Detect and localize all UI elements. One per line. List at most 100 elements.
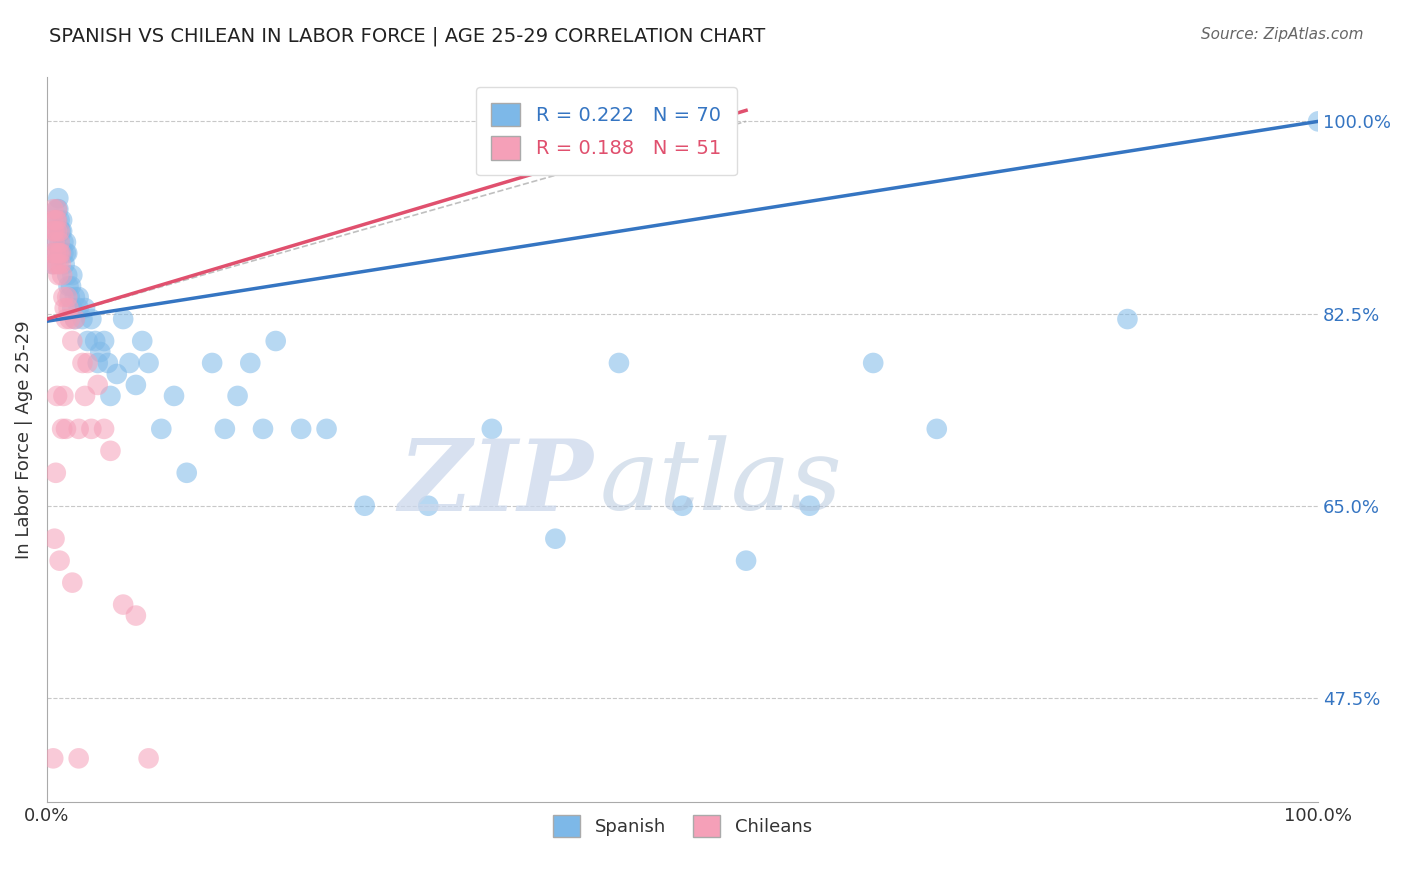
Point — [93, 334, 115, 348]
Point — [239, 356, 262, 370]
Point — [67, 422, 90, 436]
Point — [45, 235, 67, 249]
Point — [52, 246, 75, 260]
Point — [67, 290, 90, 304]
Point — [45, 257, 67, 271]
Point — [48, 246, 70, 260]
Point — [46, 246, 69, 260]
Point — [264, 334, 287, 348]
Point — [252, 422, 274, 436]
Point — [76, 356, 98, 370]
Point — [49, 224, 72, 238]
Point — [63, 290, 86, 304]
Point — [125, 608, 148, 623]
Point — [799, 499, 821, 513]
Point — [42, 257, 65, 271]
Point — [315, 422, 337, 436]
Point — [925, 422, 948, 436]
Text: SPANISH VS CHILEAN IN LABOR FORCE | AGE 25-29 CORRELATION CHART: SPANISH VS CHILEAN IN LABOR FORCE | AGE … — [49, 27, 765, 46]
Point — [46, 268, 69, 282]
Point — [55, 312, 77, 326]
Text: ZIP: ZIP — [398, 435, 593, 532]
Point — [118, 356, 141, 370]
Point — [80, 312, 103, 326]
Point — [176, 466, 198, 480]
Point — [48, 554, 70, 568]
Point — [41, 246, 63, 260]
Point — [63, 312, 86, 326]
Text: atlas: atlas — [600, 435, 842, 531]
Point — [53, 301, 76, 315]
Point — [735, 554, 758, 568]
Point — [93, 422, 115, 436]
Point — [481, 422, 503, 436]
Point — [49, 257, 72, 271]
Point — [45, 246, 67, 260]
Point — [48, 235, 70, 249]
Point — [55, 246, 77, 260]
Point — [105, 367, 128, 381]
Point — [72, 312, 94, 326]
Point — [44, 224, 66, 238]
Point — [49, 246, 72, 260]
Point — [52, 389, 75, 403]
Point — [84, 334, 107, 348]
Point — [100, 389, 122, 403]
Point — [48, 213, 70, 227]
Point — [607, 356, 630, 370]
Point — [73, 301, 96, 315]
Point — [45, 224, 67, 238]
Point — [44, 532, 66, 546]
Point — [46, 202, 69, 217]
Point — [150, 422, 173, 436]
Point — [353, 499, 375, 513]
Point — [131, 334, 153, 348]
Point — [290, 422, 312, 436]
Point — [87, 356, 110, 370]
Point — [60, 301, 83, 315]
Point — [46, 213, 69, 227]
Point — [55, 235, 77, 249]
Point — [42, 202, 65, 217]
Legend: Spanish, Chileans: Spanish, Chileans — [546, 807, 818, 844]
Point — [58, 301, 80, 315]
Point — [45, 466, 67, 480]
Point — [97, 356, 120, 370]
Point — [89, 345, 111, 359]
Point — [112, 598, 135, 612]
Point — [138, 356, 160, 370]
Point — [73, 389, 96, 403]
Point — [48, 224, 70, 238]
Point — [51, 224, 73, 238]
Point — [63, 312, 86, 326]
Point — [52, 235, 75, 249]
Point — [862, 356, 884, 370]
Point — [125, 378, 148, 392]
Point — [51, 213, 73, 227]
Point — [60, 575, 83, 590]
Point — [138, 751, 160, 765]
Point — [67, 751, 90, 765]
Point — [56, 246, 79, 260]
Point — [72, 356, 94, 370]
Point — [60, 334, 83, 348]
Point — [46, 202, 69, 217]
Point — [46, 191, 69, 205]
Point — [201, 356, 224, 370]
Point — [60, 279, 83, 293]
Point — [42, 751, 65, 765]
Point — [59, 312, 82, 326]
Point — [58, 279, 80, 293]
Point — [544, 532, 567, 546]
Point — [1116, 312, 1139, 326]
Point — [67, 301, 90, 315]
Point — [76, 334, 98, 348]
Point — [48, 224, 70, 238]
Point — [46, 257, 69, 271]
Point — [42, 213, 65, 227]
Point — [49, 246, 72, 260]
Point — [418, 499, 440, 513]
Point — [42, 246, 65, 260]
Point — [56, 290, 79, 304]
Point — [46, 202, 69, 217]
